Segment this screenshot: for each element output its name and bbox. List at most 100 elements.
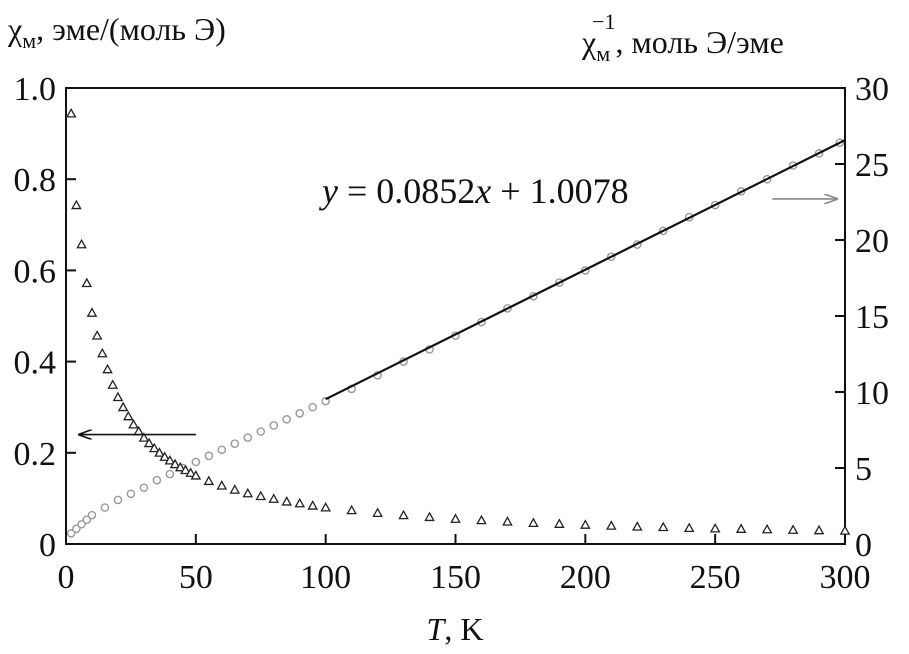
- circle-point: [165, 469, 175, 479]
- susceptibility-series: [65, 107, 851, 535]
- circle-point: [126, 489, 136, 499]
- y-right-tick-label: 10: [855, 375, 889, 412]
- x-tick-label: 300: [820, 559, 871, 596]
- triangle-point: [450, 513, 461, 523]
- triangle-point: [631, 521, 643, 531]
- circle-point: [139, 483, 149, 493]
- triangle-point: [112, 391, 124, 402]
- triangle-point: [528, 517, 539, 528]
- triangle-point: [190, 470, 202, 480]
- y-left-tick-label: 0.2: [14, 436, 57, 473]
- triangle-point: [268, 493, 280, 503]
- fit-equation: y = 0.0852x + 1.0078: [319, 171, 629, 211]
- triangle-point: [143, 437, 155, 448]
- circle-point: [72, 524, 81, 534]
- triangle-point: [787, 524, 799, 534]
- triangle-point: [81, 277, 93, 288]
- y-left-tick-label: 0.8: [14, 162, 57, 199]
- triangle-point: [164, 455, 176, 465]
- triangle-point: [180, 464, 191, 475]
- y-left-tick-label: 0: [39, 527, 56, 564]
- triangle-point: [229, 484, 241, 494]
- triangle-point: [320, 501, 331, 512]
- x-tick-label: 50: [179, 559, 213, 596]
- triangle-point: [159, 451, 170, 461]
- circle-point: [204, 451, 214, 461]
- triangle-point: [86, 307, 98, 317]
- x-tick-label: 100: [300, 559, 351, 596]
- triangle-point: [242, 487, 254, 498]
- circle-point: [191, 457, 201, 467]
- triangle-point: [307, 500, 318, 510]
- triangle-point: [657, 521, 669, 532]
- triangle-point: [281, 496, 293, 506]
- x-tick-label: 150: [430, 559, 481, 596]
- y-left-tick-label: 0.6: [14, 253, 57, 290]
- y-right-tick-label: 30: [855, 71, 889, 108]
- circle-point: [113, 495, 123, 505]
- y-right-tick-label: 20: [855, 223, 889, 260]
- triangle-point: [117, 401, 129, 412]
- x-tick-label: 250: [690, 559, 741, 596]
- y-right-tick-label: 25: [855, 147, 889, 184]
- triangle-point: [154, 447, 165, 457]
- circle-point: [282, 415, 292, 424]
- triangle-point: [761, 523, 773, 534]
- triangle-point: [476, 514, 487, 525]
- triangle-point: [65, 107, 77, 118]
- circle-point: [243, 433, 253, 442]
- triangle-point: [169, 458, 181, 469]
- right-y-axis-ticks: 0 5 10 15 20 25 30: [835, 71, 889, 564]
- triangle-point: [203, 475, 215, 486]
- circle-point: [100, 503, 110, 512]
- triangle-point: [709, 522, 721, 533]
- triangle-point: [735, 523, 747, 533]
- triangle-point: [174, 461, 186, 472]
- y-left-tick-label: 1.0: [14, 71, 57, 108]
- circle-point: [82, 515, 92, 524]
- triangle-point: [76, 238, 87, 249]
- x-axis-title: T, K: [427, 611, 484, 647]
- circle-point: [77, 519, 86, 529]
- triangle-point: [216, 480, 228, 490]
- triangle-point: [71, 199, 82, 210]
- triangle-point: [97, 347, 108, 358]
- linear-fit-line: [325, 139, 846, 401]
- triangle-point: [813, 524, 825, 535]
- triangle-point: [185, 467, 196, 477]
- triangle-point: [102, 363, 113, 374]
- x-tick-label: 200: [560, 559, 611, 596]
- circle-point: [295, 408, 305, 418]
- triangle-point: [502, 516, 513, 526]
- triangle-point: [123, 410, 134, 421]
- y-left-axis-title: χм, эме/(моль Э): [7, 11, 226, 53]
- x-axis-ticks: 0 50 100 150 200 250 300: [58, 534, 871, 596]
- triangle-point: [255, 490, 267, 501]
- triangle-point: [128, 418, 139, 429]
- circle-point: [87, 510, 97, 520]
- y-left-tick-label: 0.4: [14, 345, 57, 382]
- triangle-point: [346, 504, 357, 515]
- triangle-point: [554, 518, 565, 528]
- triangle-point: [148, 442, 160, 453]
- left-y-axis-ticks: 0 0.2 0.4 0.6 0.8 1.0: [14, 71, 76, 564]
- y-right-tick-label: 5: [855, 451, 872, 488]
- triangle-point: [294, 497, 306, 508]
- y-right-axis-title: χм−1, моль Э/эме: [581, 9, 784, 66]
- triangle-point: [372, 507, 383, 518]
- circle-point: [308, 402, 317, 412]
- triangle-point: [605, 520, 617, 530]
- circle-point: [217, 445, 227, 455]
- y-right-tick-label: 0: [855, 527, 872, 564]
- circle-point: [269, 421, 279, 430]
- triangle-point: [683, 522, 695, 533]
- circle-point: [66, 529, 76, 538]
- circle-point: [152, 475, 162, 485]
- triangle-point: [580, 519, 591, 529]
- circle-point: [230, 439, 240, 448]
- triangle-point: [91, 330, 103, 340]
- triangle-point: [424, 511, 435, 522]
- x-tick-label: 0: [58, 559, 75, 596]
- triangle-point: [107, 379, 119, 389]
